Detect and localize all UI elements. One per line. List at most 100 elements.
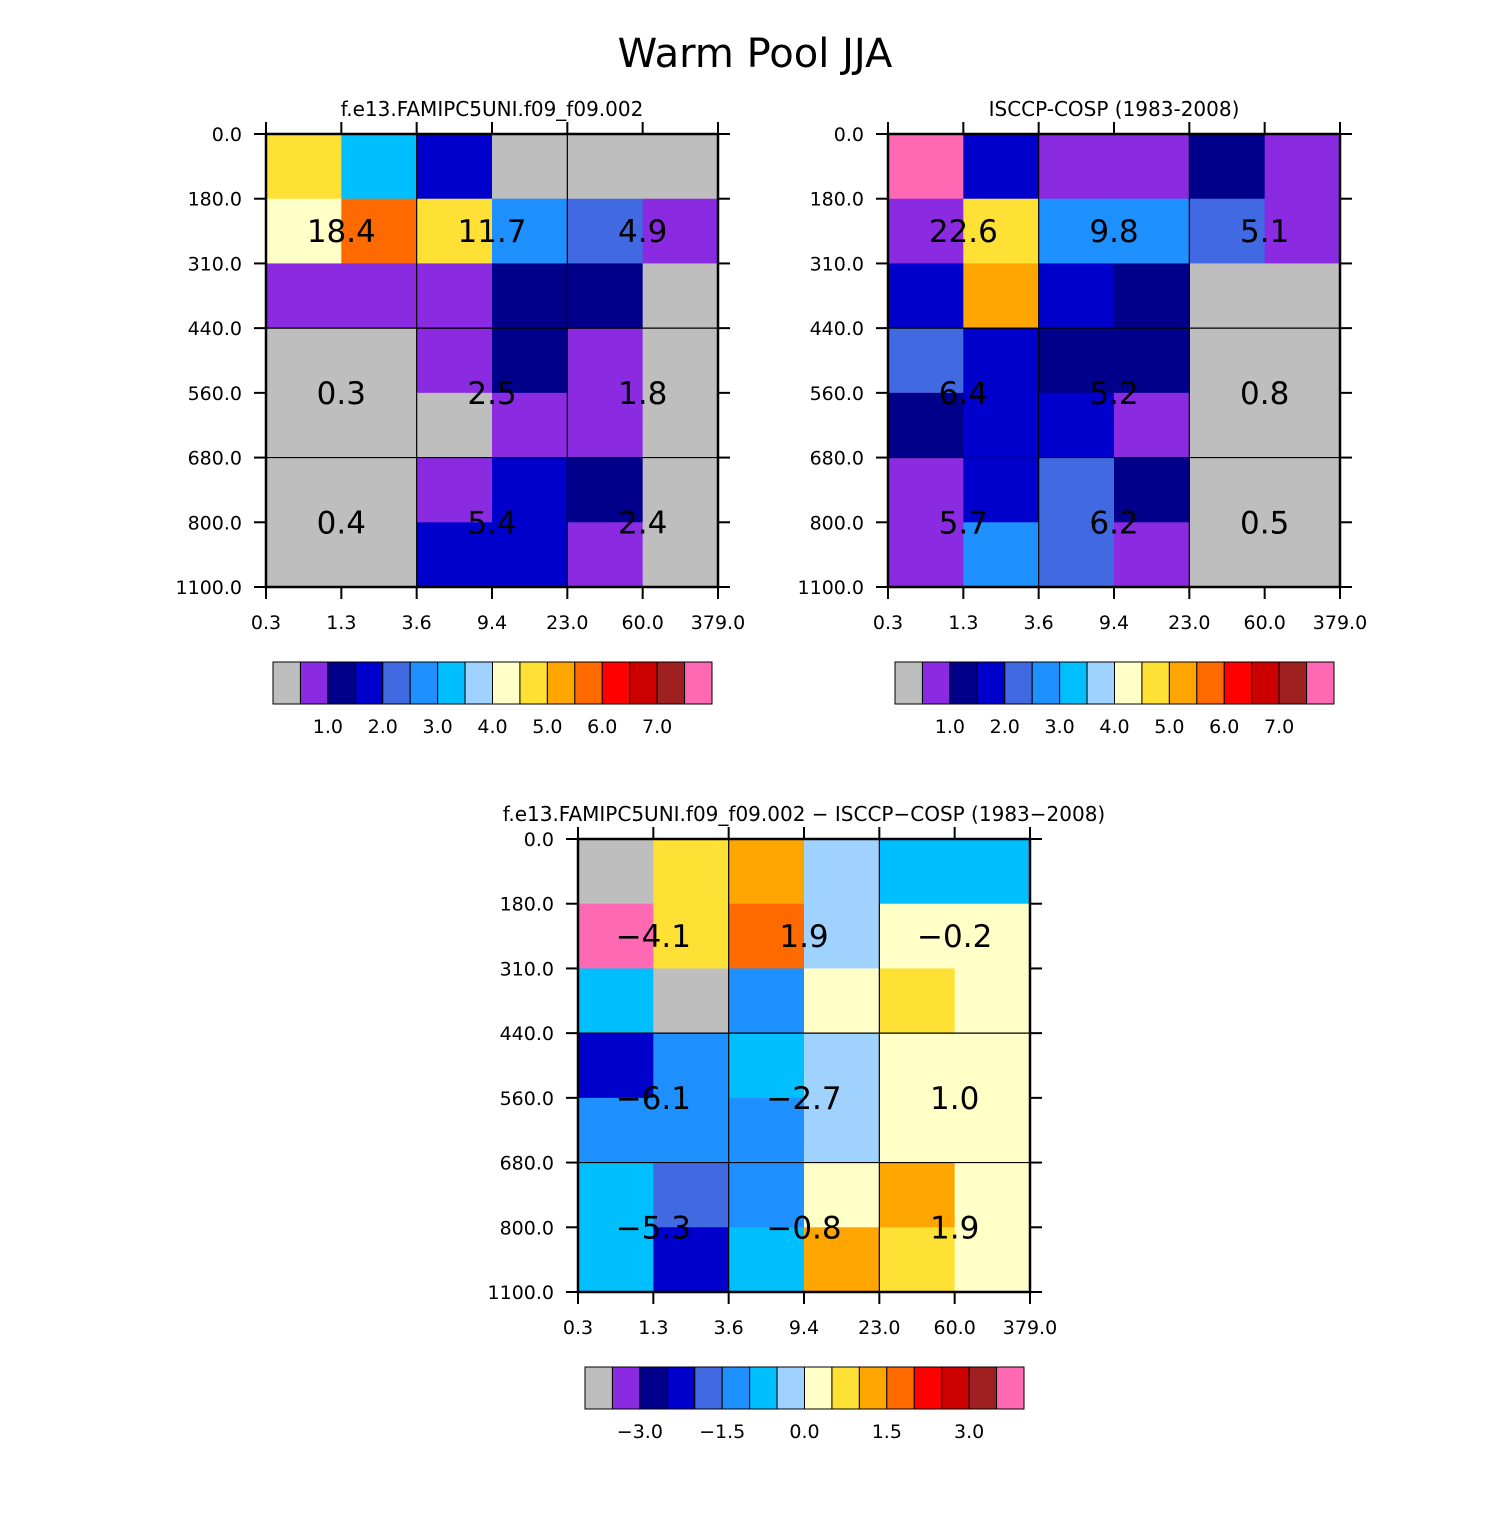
cell-value-label: 0.5: [1240, 505, 1289, 541]
colorbar-model: 1.0 2.0 3.0 4.0 5.0 6.0 7.0: [272, 661, 713, 738]
heatmap-cell: [578, 839, 654, 905]
heatmap-cell: [578, 1162, 654, 1228]
heatmap-cell: [728, 1033, 805, 1099]
colorbar-swatch: [409, 661, 439, 705]
heatmap-cell: [728, 903, 805, 969]
heatmap-cell: [653, 1033, 730, 1099]
panel-title: f.e13.FAMIPC5UNI.f09_f09.002: [341, 97, 644, 121]
heatmap-cell: [804, 1097, 880, 1164]
colorbar-swatch: [299, 661, 329, 705]
colorbar-tick-label: 1.0: [313, 716, 343, 738]
colorbar-swatch: [831, 1366, 860, 1410]
colorbar-tick-label: 3.0: [1045, 716, 1075, 738]
heatmap-cell: [642, 457, 719, 523]
heatmap-cell: [578, 1097, 654, 1164]
cell-value-label: 18.4: [307, 214, 376, 250]
x-tick-label: 0.3: [873, 612, 903, 634]
colorbar-swatch: [1114, 661, 1143, 705]
heatmap-cell: [492, 457, 568, 523]
cell-value-label: 1.9: [930, 1210, 979, 1246]
x-tick-label: 60.0: [1244, 612, 1286, 634]
colorbar-tick-label: 5.0: [1154, 716, 1184, 738]
colorbar-tick-label: 4.0: [477, 716, 507, 738]
heatmap-panel-observation: 0.3 1.3 3.6 9.4 23.0 60.0 379.0 0.0 180.0 310.0 44…: [798, 97, 1368, 634]
colorbar-swatch: [666, 1366, 696, 1410]
heatmap-cell: [879, 903, 956, 969]
colorbar-swatch: [382, 661, 411, 705]
heatmap-cell: [1189, 198, 1266, 264]
cell-value-label: 1.8: [618, 376, 667, 412]
colorbar-swatch: [996, 1366, 1025, 1410]
colorbar-swatch: [913, 1366, 943, 1410]
colorbar-swatch: [519, 661, 548, 705]
y-tick-label: 0.0: [524, 829, 554, 851]
heatmap-cell: [954, 1162, 1031, 1228]
heatmap-cell: [1189, 457, 1266, 523]
heatmap-cell: [879, 1097, 956, 1164]
heatmap-cell: [1189, 134, 1266, 200]
heatmap-cell: [416, 457, 493, 523]
cell-value-label: 0.3: [317, 376, 366, 412]
x-tick-label: 9.4: [789, 1317, 819, 1339]
heatmap-cell: [1114, 328, 1190, 394]
cell-value-label: 2.5: [467, 376, 516, 412]
colorbar-swatch: [1004, 661, 1033, 705]
y-tick-label: 1100.0: [798, 577, 864, 599]
heatmap-cell: [888, 457, 964, 523]
heatmap-cell: [879, 1162, 956, 1228]
heatmap-cell: [578, 1227, 654, 1293]
y-tick-label: 680.0: [188, 448, 242, 470]
colorbar-swatch: [721, 1366, 751, 1410]
colorbar-swatch: [327, 661, 356, 705]
cell-value-label: −5.3: [616, 1210, 691, 1246]
x-tick-label: 379.0: [691, 612, 745, 634]
heatmap-cell: [642, 263, 719, 329]
heatmap-cell: [492, 392, 568, 459]
x-tick-label: 23.0: [546, 612, 588, 634]
x-tick-label: 379.0: [1003, 1317, 1057, 1339]
heatmap-cell: [341, 198, 418, 264]
colorbar-swatch: [804, 1366, 833, 1410]
heatmap-cell: [1038, 522, 1115, 588]
heatmap-cell: [567, 328, 644, 394]
heatmap-cell: [728, 1162, 805, 1228]
heatmap-cell: [416, 328, 493, 394]
colorbar-tick-label: 7.0: [1264, 716, 1294, 738]
colorbar-swatch: [894, 661, 923, 705]
cell-value-label: 5.7: [939, 505, 988, 541]
colorbar-swatch: [1196, 661, 1225, 705]
cell-value-label: 9.8: [1089, 214, 1138, 250]
heatmap-cell: [653, 1227, 730, 1293]
heatmap-cell: [1264, 134, 1341, 200]
x-tick-label: 3.6: [714, 1317, 744, 1339]
y-tick-label: 680.0: [500, 1153, 554, 1175]
colorbar-tick-label: 3.0: [423, 716, 453, 738]
colorbar-observation: 1.0 2.0 3.0 4.0 5.0 6.0 7.0: [894, 661, 1335, 738]
heatmap-cell: [1114, 263, 1190, 329]
y-tick-label: 310.0: [810, 253, 864, 275]
heatmap-cell: [804, 1033, 880, 1099]
cell-value-label: −2.7: [766, 1081, 841, 1117]
heatmap-cell: [963, 134, 1040, 200]
heatmap-cell: [1264, 198, 1341, 264]
cell-value-label: 6.4: [939, 376, 988, 412]
heatmap-cell: [653, 1097, 730, 1164]
heatmap-cell: [1189, 522, 1266, 588]
colorbar-tick-label: 5.0: [532, 716, 562, 738]
x-tick-label: 60.0: [934, 1317, 976, 1339]
colorbar-swatch: [968, 1366, 998, 1410]
heatmap-cell: [963, 198, 1040, 264]
y-tick-label: 0.0: [834, 124, 864, 146]
colorbar-swatch: [1168, 661, 1198, 705]
heatmap-cell: [804, 1162, 880, 1228]
colorbar-swatch: [1223, 661, 1253, 705]
heatmap-cell: [416, 198, 493, 264]
colorbar-swatch: [749, 1366, 778, 1410]
heatmap-cell: [1114, 198, 1190, 264]
heatmap-cell: [728, 968, 805, 1034]
heatmap-cell: [341, 328, 418, 394]
heatmap-cell: [578, 903, 654, 969]
colorbar-swatch: [656, 661, 686, 705]
colorbar-tick-label: 0.0: [789, 1421, 819, 1443]
